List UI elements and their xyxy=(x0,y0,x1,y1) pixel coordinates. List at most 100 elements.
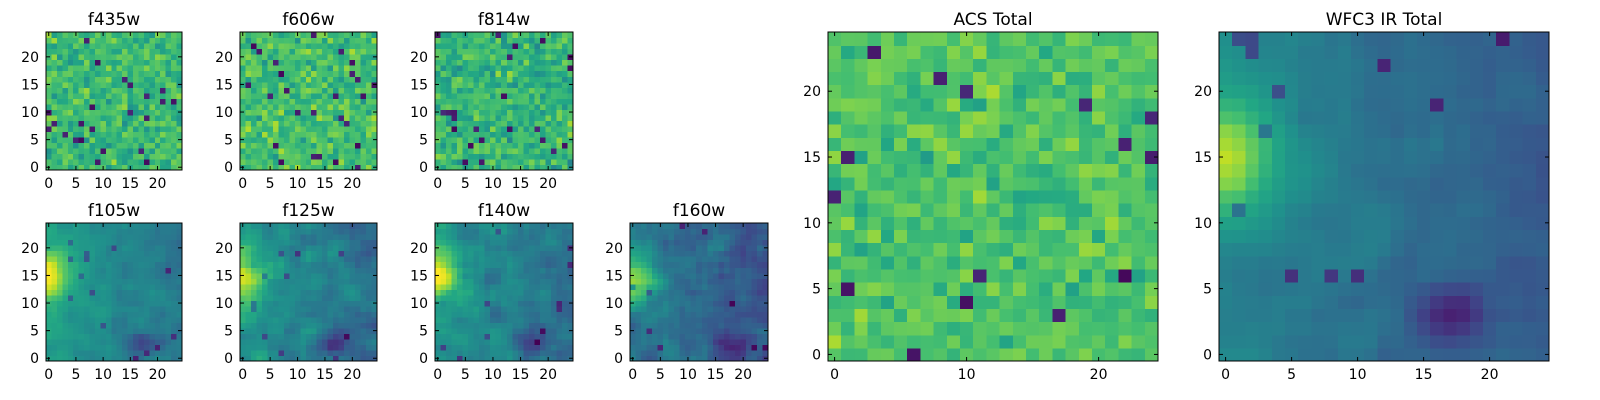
heatmap-cell xyxy=(294,234,301,241)
heatmap-cell xyxy=(316,54,323,61)
heatmap-cell xyxy=(371,87,378,94)
heatmap-cell xyxy=(138,43,145,50)
heatmap-cell xyxy=(333,300,340,307)
heatmap-cell xyxy=(294,87,301,94)
heatmap-cell xyxy=(1052,334,1067,349)
heatmap-cell xyxy=(1065,242,1080,257)
heatmap-cell xyxy=(116,250,123,257)
heatmap-cell xyxy=(545,120,552,127)
heatmap-cell xyxy=(294,109,301,116)
heatmap-cell xyxy=(111,300,118,307)
heatmap-cell xyxy=(100,311,107,318)
heatmap-cell xyxy=(267,120,274,127)
heatmap-cell xyxy=(338,267,345,274)
heatmap-cell xyxy=(506,125,513,132)
heatmap-cell xyxy=(512,267,519,274)
heatmap-cell xyxy=(138,278,145,285)
heatmap-cell xyxy=(762,316,769,323)
heatmap-cell xyxy=(122,32,129,39)
heatmap-cell xyxy=(338,125,345,132)
heatmap-cell xyxy=(316,294,323,301)
heatmap-cell xyxy=(138,120,145,127)
heatmap-cell xyxy=(446,300,453,307)
heatmap-cell xyxy=(495,153,502,160)
heatmap-cell xyxy=(133,239,140,246)
heatmap-cell xyxy=(300,43,307,50)
heatmap-cell xyxy=(495,322,502,329)
heatmap-cell xyxy=(960,255,974,270)
heatmap-cell xyxy=(550,256,558,263)
heatmap-cell xyxy=(762,349,769,357)
heatmap-cell xyxy=(451,283,458,290)
heatmap-cell xyxy=(305,223,312,230)
heatmap-cell xyxy=(333,278,340,285)
heatmap-cell xyxy=(111,305,118,312)
heatmap-cell xyxy=(550,142,558,149)
heatmap-cell xyxy=(723,234,730,241)
heatmap-cell xyxy=(712,311,719,318)
heatmap-cell xyxy=(723,261,730,268)
heatmap-cell xyxy=(311,59,318,66)
heatmap-cell xyxy=(143,245,150,252)
heatmap-cell xyxy=(946,203,961,217)
heatmap-cell xyxy=(84,70,91,77)
heatmap-cell xyxy=(355,316,362,323)
heatmap-cell xyxy=(272,283,279,290)
heatmap-cell xyxy=(316,245,323,252)
heatmap-cell xyxy=(539,109,546,116)
heatmap-cell xyxy=(668,250,675,257)
heatmap-cell xyxy=(1078,255,1093,270)
heatmap-cell xyxy=(333,109,340,116)
heatmap-cell xyxy=(841,203,855,217)
heatmap-cell xyxy=(495,54,502,61)
heatmap-cell xyxy=(556,223,563,230)
heatmap-cell xyxy=(854,321,869,336)
heatmap-cell xyxy=(534,142,541,149)
heatmap-cell xyxy=(300,48,307,55)
heatmap-cell xyxy=(707,305,714,312)
heatmap-cell xyxy=(316,164,323,171)
heatmap-cell xyxy=(468,333,475,340)
heatmap-cell xyxy=(674,289,681,296)
heatmap-cell xyxy=(446,153,453,160)
heatmap-cell xyxy=(652,322,659,329)
heatmap-cell xyxy=(468,311,475,318)
heatmap-cell xyxy=(349,305,356,312)
heatmap-cell xyxy=(355,327,362,334)
heatmap-cell xyxy=(338,333,345,340)
heatmap-cell xyxy=(561,109,569,116)
heatmap-cell xyxy=(523,245,530,252)
heatmap-cell xyxy=(100,109,107,116)
heatmap-cell xyxy=(920,255,935,270)
heatmap-cell xyxy=(322,125,329,132)
heatmap-cell xyxy=(250,131,258,138)
heatmap-cell xyxy=(355,103,362,110)
heatmap-cell xyxy=(289,245,296,252)
heatmap-cell xyxy=(1039,308,1053,323)
heatmap-cell xyxy=(457,300,464,307)
heatmap-cell xyxy=(512,239,519,246)
heatmap-cell xyxy=(78,70,85,77)
y-tick-label: 15 xyxy=(21,268,39,284)
heatmap-cell xyxy=(311,164,318,171)
heatmap-cell xyxy=(171,349,178,357)
heatmap-cell xyxy=(305,131,312,138)
heatmap-cell xyxy=(696,261,703,268)
heatmap-cell xyxy=(267,54,274,61)
heatmap-cell xyxy=(440,272,447,279)
heatmap-cell xyxy=(484,92,491,99)
heatmap-cell xyxy=(740,327,747,334)
heatmap-cell xyxy=(344,147,351,155)
heatmap-cell xyxy=(240,125,247,132)
heatmap-cell xyxy=(490,349,497,357)
heatmap-cell xyxy=(523,147,530,155)
heatmap-cell xyxy=(468,305,475,312)
heatmap-cell xyxy=(245,48,252,55)
heatmap-cell xyxy=(517,70,524,77)
heatmap-cell xyxy=(333,114,340,121)
heatmap-cell xyxy=(1078,295,1093,309)
heatmap-cell xyxy=(360,322,367,329)
heatmap-cell xyxy=(841,150,855,165)
heatmap-cell xyxy=(539,228,546,235)
heatmap-cell xyxy=(338,114,345,121)
